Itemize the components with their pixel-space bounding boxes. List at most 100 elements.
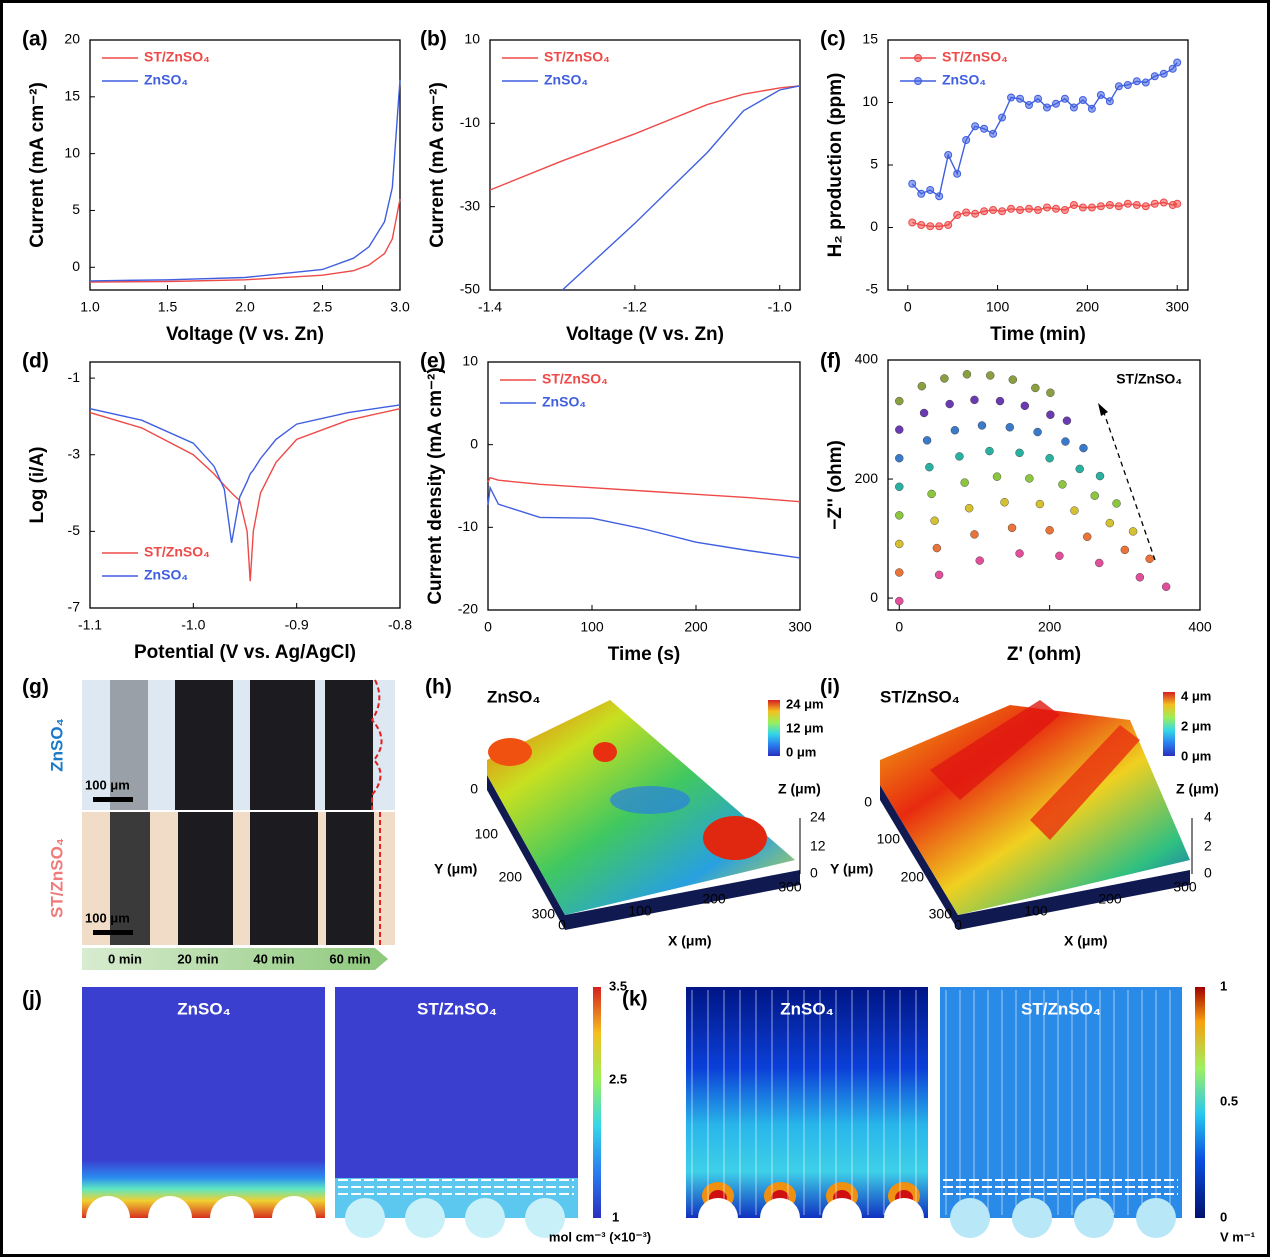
- electrode-bump: [822, 1198, 862, 1238]
- point: [922, 436, 932, 445]
- point: [1095, 558, 1104, 568]
- electrode-bump: [884, 1198, 924, 1238]
- x-tick-label: 200: [684, 619, 708, 635]
- annotation: ST/ZnSO₄: [1116, 371, 1182, 387]
- x-tick-label: 1.0: [80, 299, 100, 315]
- electrode-bump: [405, 1198, 445, 1238]
- tick-label: 4: [1204, 809, 1212, 825]
- x-tick-label: -0.9: [285, 617, 309, 633]
- point: [962, 370, 972, 379]
- tick-label: 0: [864, 794, 872, 810]
- y-tick-label: -10: [458, 518, 478, 534]
- y-tick-label: 10: [64, 144, 80, 160]
- point: [1000, 498, 1009, 507]
- y-axis-label: Current (mA cm⁻²): [427, 82, 448, 248]
- point: [1015, 448, 1024, 458]
- point: [1046, 410, 1055, 419]
- x-tick-label: 0: [484, 619, 492, 635]
- electrode-bump: [345, 1198, 385, 1238]
- arrow-head: [1098, 403, 1108, 416]
- map-title: ZnSO₄: [780, 999, 833, 1018]
- point: [1025, 474, 1034, 483]
- point: [925, 462, 934, 472]
- point: [895, 596, 904, 606]
- axis-label: Y (μm): [830, 861, 873, 877]
- marker: [908, 179, 917, 188]
- marker: [935, 192, 944, 201]
- marker: [989, 129, 998, 138]
- point: [1105, 518, 1114, 528]
- point: [955, 452, 964, 461]
- series-line: [89, 408, 401, 582]
- series-line: [89, 198, 401, 283]
- decoration: [691, 990, 1178, 1238]
- y-tick-label: -5: [68, 522, 81, 538]
- time-label: 0 min: [108, 951, 142, 966]
- colorbar-label: 0 μm: [786, 744, 816, 759]
- marker: [1150, 199, 1159, 208]
- electrode-bump: [1012, 1198, 1052, 1238]
- colorbar-label: 3.5: [609, 978, 627, 993]
- tick-label: 200: [499, 869, 523, 885]
- marker: [1069, 103, 1078, 112]
- marker: [1007, 204, 1016, 213]
- y-tick-label: 15: [64, 88, 80, 104]
- legend-label: ZnSO₄: [542, 394, 586, 410]
- x-tick-label: -1.0: [181, 617, 205, 633]
- row-label: ZnSO₄: [47, 718, 66, 771]
- marker: [944, 151, 953, 159]
- point: [1128, 527, 1138, 536]
- point: [1070, 506, 1079, 515]
- x-tick-label: 2.0: [235, 299, 255, 315]
- panel-letter: (c): [820, 28, 846, 51]
- x-tick-label: 300: [788, 619, 812, 635]
- electrode-bump: [272, 1196, 316, 1240]
- marker: [1105, 201, 1114, 209]
- point: [1061, 437, 1070, 446]
- marker: [1034, 94, 1042, 103]
- series-line: [489, 85, 801, 191]
- point: [895, 511, 904, 520]
- point: [992, 472, 1002, 481]
- marker: [989, 206, 998, 214]
- surface-side: [880, 785, 1190, 930]
- colorbar-label: 0 μm: [1181, 748, 1211, 763]
- series-line: [487, 485, 801, 559]
- marker: [1042, 203, 1051, 212]
- y-tick-label: 5: [870, 156, 878, 172]
- axis-label: X (μm): [1064, 933, 1108, 949]
- map-title: ZnSO₄: [177, 999, 230, 1018]
- point: [1055, 551, 1064, 561]
- marker: [998, 207, 1007, 216]
- marker: [917, 189, 926, 198]
- point: [1045, 526, 1054, 535]
- y-tick-label: 20: [64, 31, 80, 47]
- scale-label: 100 μm: [85, 910, 130, 925]
- x-axis-label: Voltage (V vs. Zn): [566, 324, 724, 345]
- chart: (e) 0 100 200 300 -20 -10 0 10 Time (s) Current de…: [420, 350, 812, 665]
- charts: (a) 1.0 1.5 2.0 2.5 3.0 0 5 10 15 20 Voltage (V vs.…: [22, 28, 1212, 665]
- peak: [703, 816, 767, 860]
- y-tick-label: 0: [870, 589, 878, 605]
- colorbar-label: 0: [1220, 1209, 1227, 1224]
- point: [917, 381, 927, 391]
- x-axis-label: Voltage (V vs. Zn): [166, 324, 324, 345]
- marker: [1060, 94, 1069, 103]
- tick-label: 2: [1204, 838, 1212, 854]
- y-axis-label: Current (mA cm⁻²): [27, 82, 48, 248]
- panel-letter: (g): [22, 676, 49, 699]
- plot-frame: [89, 361, 401, 609]
- marker: [1051, 99, 1060, 108]
- tick-label: 300: [929, 906, 953, 922]
- point: [895, 539, 904, 549]
- marker: [1087, 203, 1096, 212]
- point: [950, 426, 960, 435]
- field-map: [686, 987, 928, 1218]
- y-axis-label: Log (i/A): [27, 446, 48, 523]
- colorbar-label: 2.5: [609, 1071, 627, 1086]
- colorbar-unit: V m⁻¹: [1220, 1229, 1255, 1244]
- marker: [1132, 201, 1141, 209]
- point: [977, 421, 987, 430]
- scale-label: 100 μm: [85, 777, 130, 792]
- point: [1145, 554, 1154, 564]
